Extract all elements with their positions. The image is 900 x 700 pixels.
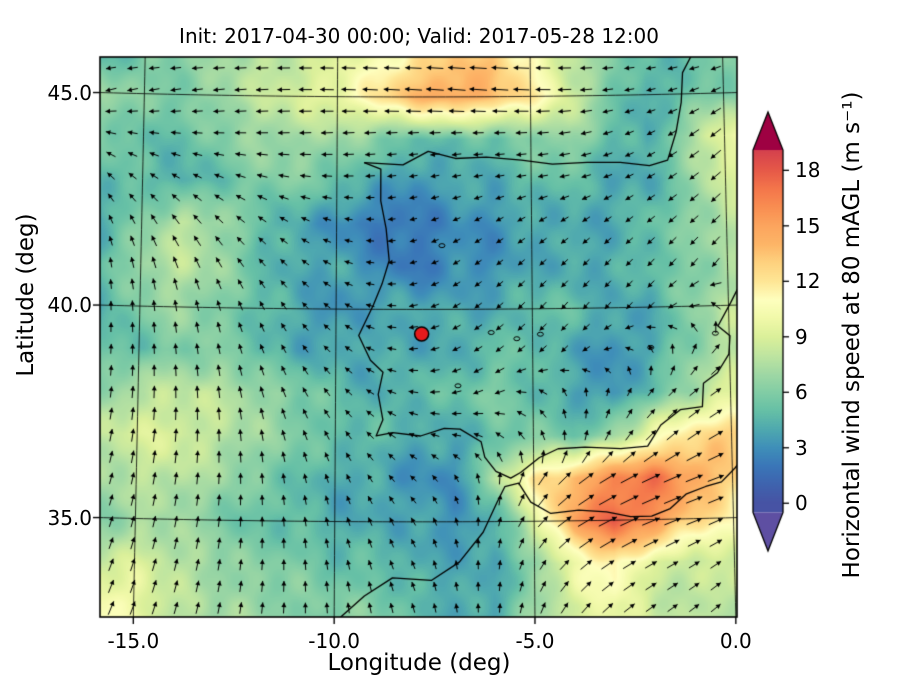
x-axis-label: Longitude (deg) [327, 650, 511, 676]
x-tick-label: -15.0 [107, 629, 160, 653]
y-tick-label: 45.0 [47, 80, 92, 105]
colorbar-tick-label: 18 [795, 158, 821, 183]
x-tick-label: -10.0 [308, 629, 361, 653]
y-tick-label: 40.0 [47, 293, 92, 318]
colorbar-tick-label: 3 [795, 435, 808, 460]
y-tick-label: 35.0 [47, 505, 92, 530]
colorbar-tick-label: 9 [795, 324, 808, 349]
colorbar-tick-label: 6 [795, 380, 808, 405]
colorbar-label: Horizontal wind speed at 80 mAGL (m s⁻¹) [839, 91, 865, 579]
colorbar-tick-label: 0 [795, 491, 808, 516]
colorbar-tick-label: 12 [795, 269, 821, 294]
plot-title: Init: 2017-04-30 00:00; Valid: 2017-05-2… [179, 24, 659, 48]
colorbar-tick-label: 15 [795, 213, 821, 238]
x-tick-label: -5.0 [515, 629, 555, 653]
x-tick-label: 0.0 [719, 629, 752, 653]
